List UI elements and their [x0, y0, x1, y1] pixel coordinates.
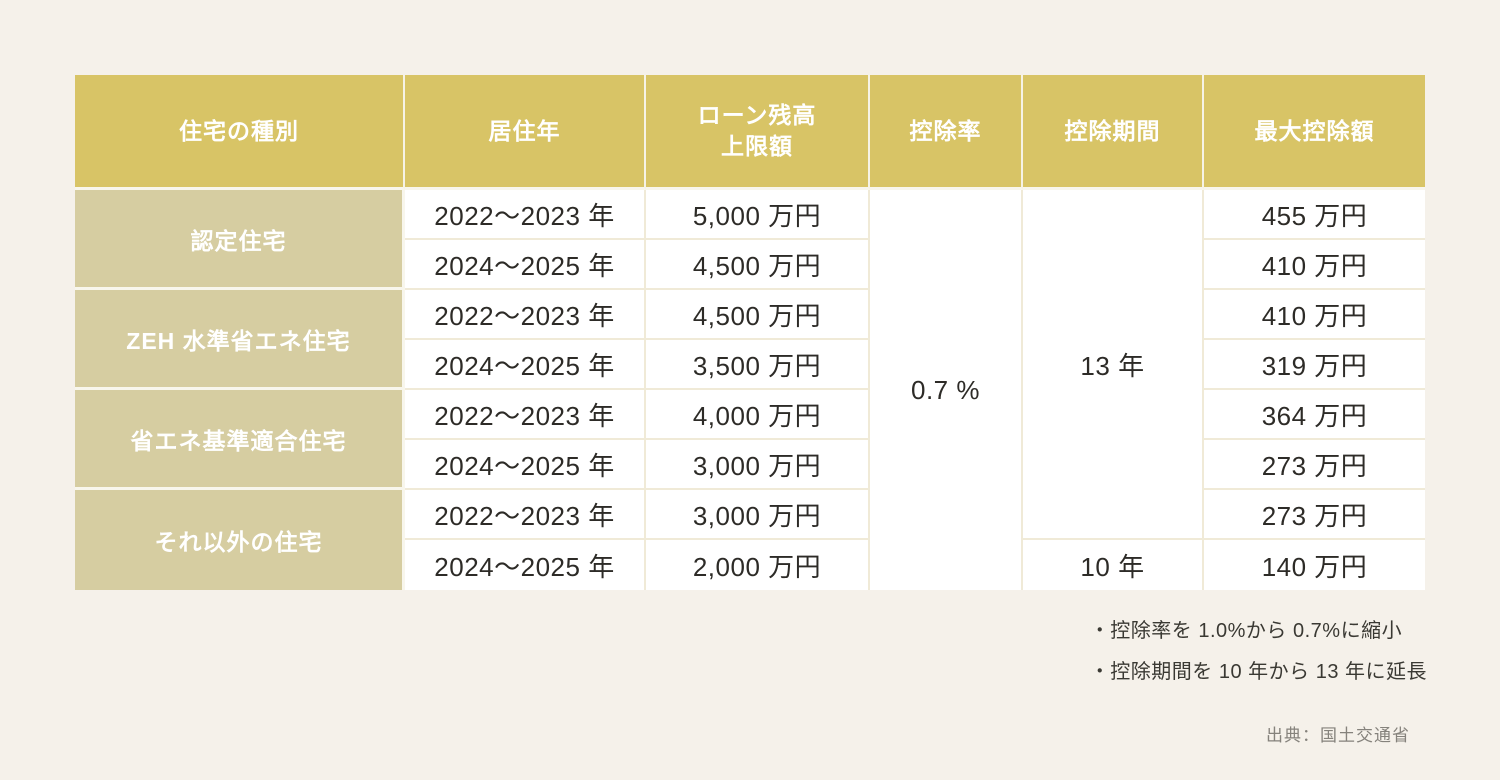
year-cell: 2022〜2023 年: [405, 490, 646, 540]
header-cell-deduction-period: 控除期間: [1023, 75, 1204, 190]
max-deduction-cell: 319 万円: [1204, 340, 1425, 390]
footnotes: ・控除率を 1.0%から 0.7%に縮小 ・控除期間を 10 年から 13 年に…: [1090, 617, 1427, 699]
header-cell-housing-type: 住宅の種別: [75, 75, 405, 190]
header-loan-limit-line1: ローン残高: [697, 102, 817, 128]
note-period-extension: ・控除期間を 10 年から 13 年に延長: [1089, 661, 1427, 683]
loan-limit-cell: 3,000 万円: [646, 490, 870, 540]
max-deduction-cell: 140 万円: [1204, 540, 1425, 590]
max-deduction-cell: 273 万円: [1204, 440, 1425, 490]
max-deduction-cell: 364 万円: [1204, 390, 1425, 440]
loan-limit-cell: 4,500 万円: [646, 240, 870, 290]
year-cell: 2024〜2025 年: [405, 340, 646, 390]
max-deduction-cell: 455 万円: [1204, 190, 1425, 240]
loan-limit-cell: 3,000 万円: [646, 440, 870, 490]
loan-limit-cell: 3,500 万円: [646, 340, 870, 390]
max-deduction-cell: 273 万円: [1204, 490, 1425, 540]
table-row: 2024〜2025 年 3,000 万円 273 万円: [75, 440, 1425, 490]
table-row: 2024〜2025 年 3,500 万円 319 万円: [75, 340, 1425, 390]
note-rate-reduction: ・控除率を 1.0%から 0.7%に縮小: [1089, 620, 1403, 642]
year-cell: 2024〜2025 年: [405, 540, 646, 590]
year-cell: 2024〜2025 年: [405, 240, 646, 290]
table-row: 省エネ基準適合住宅 2022〜2023 年 4,000 万円 364 万円: [75, 390, 1425, 490]
loan-limit-cell: 4,500 万円: [646, 290, 870, 340]
max-deduction-cell: 410 万円: [1204, 290, 1425, 340]
category-cell-energy-standard-housing: 省エネ基準適合住宅: [75, 390, 405, 490]
source-text: 出典：国土交通省: [1266, 726, 1410, 745]
loan-limit-cell: 2,000 万円: [646, 540, 870, 590]
year-cell: 2022〜2023 年: [405, 290, 646, 340]
deduction-period-13-cell: 13 年: [1023, 190, 1204, 540]
year-cell: 2022〜2023 年: [405, 190, 646, 240]
header-loan-limit-line2: 上限額: [721, 133, 793, 159]
year-cell: 2022〜2023 年: [405, 390, 646, 440]
table-row: 2024〜2025 年 2,000 万円 10 年 140 万円: [75, 540, 1425, 590]
year-cell: 2024〜2025 年: [405, 440, 646, 490]
table-row: それ以外の住宅 2022〜2023 年 3,000 万円 273 万円: [75, 490, 1425, 590]
table-row: 2024〜2025 年 4,500 万円 410 万円: [75, 240, 1425, 290]
loan-limit-cell: 5,000 万円: [646, 190, 870, 240]
category-cell-zeh-housing: ZEH 水準省エネ住宅: [75, 290, 405, 390]
max-deduction-cell: 410 万円: [1204, 240, 1425, 290]
loan-limit-cell: 4,000 万円: [646, 390, 870, 440]
deduction-period-10-cell: 10 年: [1023, 540, 1204, 590]
category-cell-certified-housing: 認定住宅: [75, 190, 405, 290]
header-cell-residence-year: 居住年: [405, 75, 646, 190]
table-row: ZEH 水準省エネ住宅 2022〜2023 年 4,500 万円 410 万円: [75, 290, 1425, 390]
header-row: 住宅の種別 居住年 ローン残高 上限額 控除率 控除期間 最大控除額: [75, 75, 1425, 190]
category-cell-other-housing: それ以外の住宅: [75, 490, 405, 590]
deduction-rate-cell: 0.7 %: [870, 190, 1023, 590]
table-row: 認定住宅 2022〜2023 年 5,000 万円 0.7 % 13 年 455…: [75, 190, 1425, 590]
deduction-table: 住宅の種別 居住年 ローン残高 上限額 控除率 控除期間 最大控除額 認定住宅 …: [75, 75, 1425, 590]
header-cell-deduction-rate: 控除率: [870, 75, 1023, 190]
header-cell-loan-limit: ローン残高 上限額: [646, 75, 870, 190]
header-cell-max-deduction: 最大控除額: [1204, 75, 1425, 190]
